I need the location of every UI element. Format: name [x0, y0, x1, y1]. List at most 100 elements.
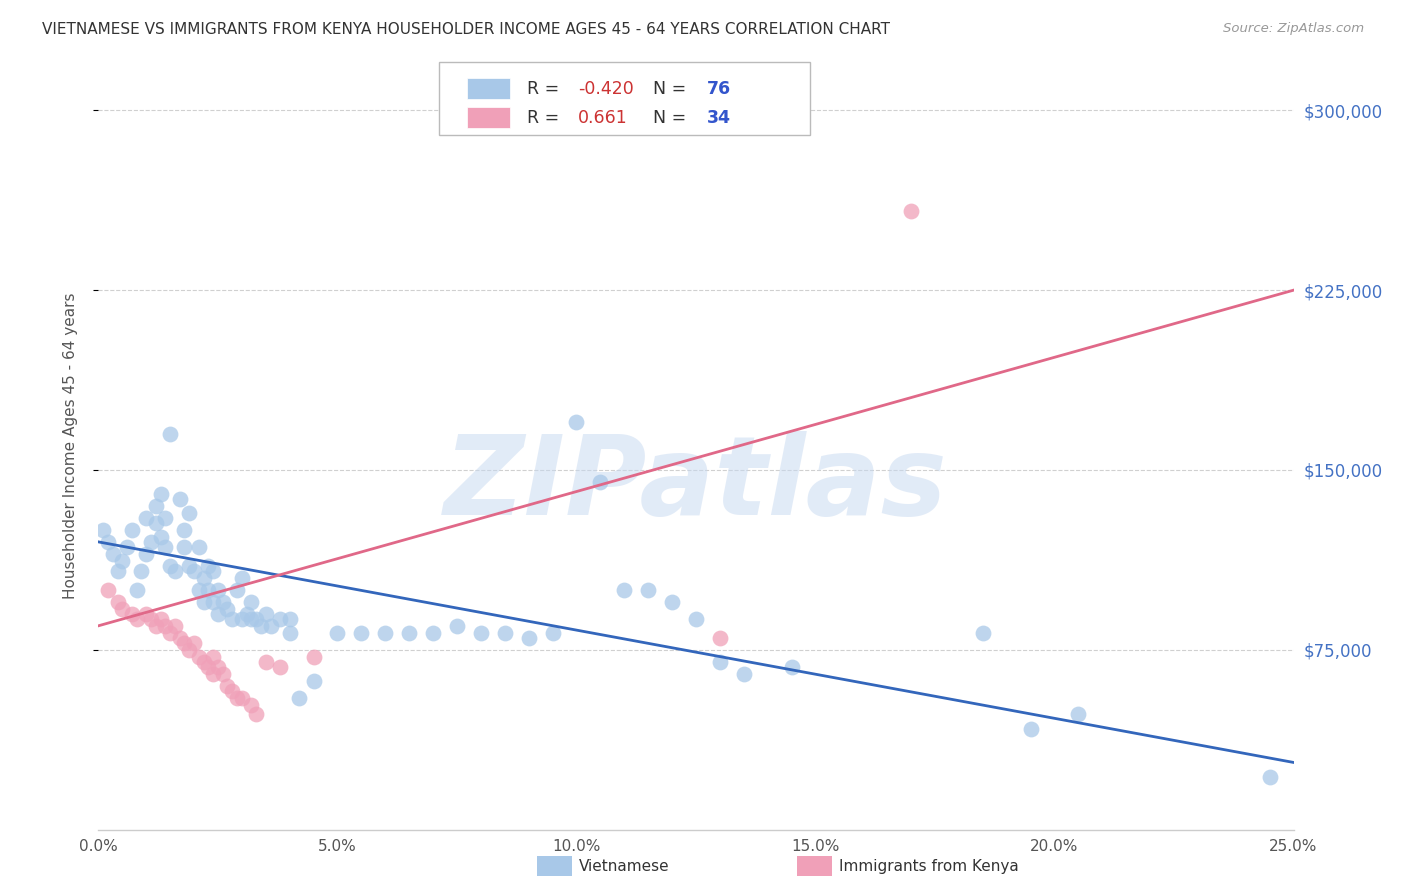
- Point: [217, 679, 239, 693]
- Point: [709, 655, 731, 669]
- Point: [1019, 722, 1042, 736]
- Text: 76: 76: [707, 79, 731, 97]
- Point: [240, 698, 263, 712]
- Text: -0.420: -0.420: [578, 79, 634, 97]
- Text: Source: ZipAtlas.com: Source: ZipAtlas.com: [1223, 22, 1364, 36]
- Point: [470, 626, 492, 640]
- Point: [207, 659, 229, 673]
- Point: [494, 626, 516, 640]
- Text: N =: N =: [652, 79, 692, 97]
- Point: [135, 607, 157, 621]
- Point: [685, 612, 707, 626]
- Point: [780, 659, 803, 673]
- Text: 34: 34: [707, 109, 731, 127]
- Point: [155, 511, 177, 525]
- Point: [121, 607, 143, 621]
- Point: [1067, 707, 1090, 722]
- Point: [155, 619, 177, 633]
- Point: [197, 659, 219, 673]
- Point: [187, 582, 209, 597]
- Point: [159, 427, 181, 442]
- Point: [183, 635, 205, 649]
- Point: [207, 607, 229, 621]
- Point: [111, 554, 134, 568]
- Point: [900, 204, 922, 219]
- Point: [259, 619, 281, 633]
- Point: [135, 547, 157, 561]
- Point: [231, 690, 253, 705]
- Point: [91, 523, 114, 537]
- Point: [183, 564, 205, 578]
- Point: [135, 511, 157, 525]
- Point: [187, 540, 209, 554]
- Point: [422, 626, 444, 640]
- Point: [302, 673, 325, 688]
- Point: [211, 595, 233, 609]
- Point: [97, 582, 120, 597]
- Point: [179, 506, 201, 520]
- Point: [173, 635, 195, 649]
- Point: [202, 666, 225, 681]
- Point: [288, 690, 311, 705]
- Point: [226, 582, 249, 597]
- Text: Vietnamese: Vietnamese: [579, 859, 669, 873]
- Point: [202, 649, 225, 664]
- Point: [250, 619, 273, 633]
- Point: [202, 564, 225, 578]
- Point: [350, 626, 373, 640]
- Point: [240, 612, 263, 626]
- Point: [269, 659, 291, 673]
- Point: [565, 415, 588, 429]
- Point: [159, 558, 181, 573]
- Point: [661, 595, 683, 609]
- Point: [187, 649, 209, 664]
- FancyBboxPatch shape: [467, 78, 509, 99]
- Point: [207, 582, 229, 597]
- Point: [202, 595, 225, 609]
- Point: [145, 516, 167, 530]
- Point: [398, 626, 420, 640]
- Point: [145, 499, 167, 513]
- Text: R =: R =: [527, 79, 565, 97]
- Point: [302, 649, 325, 664]
- Point: [231, 612, 253, 626]
- Text: R =: R =: [527, 109, 565, 127]
- Point: [197, 582, 219, 597]
- Point: [159, 626, 181, 640]
- Point: [231, 571, 253, 585]
- Point: [374, 626, 396, 640]
- Point: [217, 602, 239, 616]
- Y-axis label: Householder Income Ages 45 - 64 years: Householder Income Ages 45 - 64 years: [63, 293, 77, 599]
- Point: [179, 558, 201, 573]
- Point: [107, 595, 129, 609]
- Point: [193, 571, 215, 585]
- Point: [125, 582, 148, 597]
- Text: Immigrants from Kenya: Immigrants from Kenya: [839, 859, 1019, 873]
- Point: [235, 607, 257, 621]
- FancyBboxPatch shape: [467, 107, 509, 128]
- Point: [111, 602, 134, 616]
- Point: [179, 642, 201, 657]
- Point: [709, 631, 731, 645]
- Point: [115, 540, 138, 554]
- Point: [169, 631, 191, 645]
- Point: [211, 666, 233, 681]
- Point: [193, 655, 215, 669]
- FancyBboxPatch shape: [439, 62, 810, 136]
- Point: [245, 707, 267, 722]
- Point: [163, 619, 186, 633]
- Point: [221, 683, 243, 698]
- Point: [131, 564, 153, 578]
- Point: [1258, 770, 1281, 784]
- Point: [733, 666, 755, 681]
- Point: [107, 564, 129, 578]
- Point: [326, 626, 349, 640]
- Point: [278, 612, 301, 626]
- Text: ZIPatlas: ZIPatlas: [444, 431, 948, 538]
- Point: [101, 547, 124, 561]
- Point: [254, 607, 277, 621]
- Point: [169, 491, 191, 506]
- Point: [97, 534, 120, 549]
- Point: [589, 475, 612, 489]
- Point: [149, 487, 172, 501]
